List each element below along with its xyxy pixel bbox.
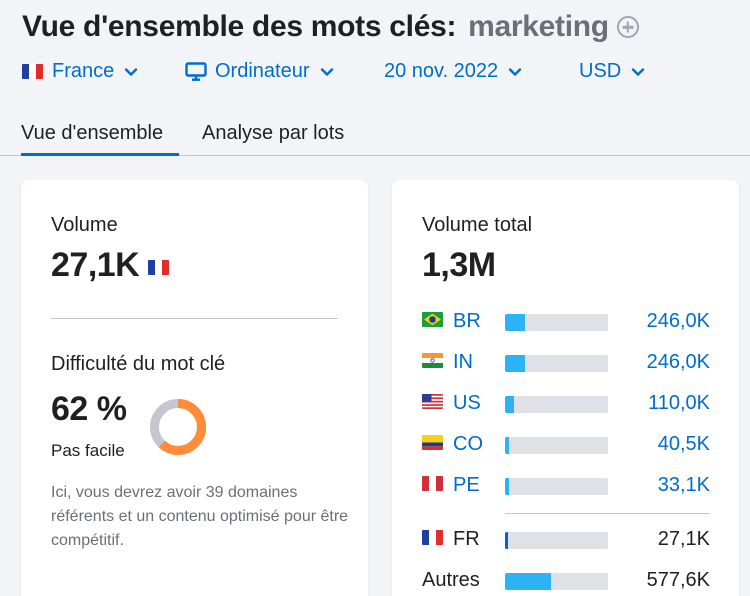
country-selector[interactable]: France bbox=[22, 60, 138, 83]
country-label: France bbox=[52, 60, 115, 82]
desktop-monitor-icon bbox=[185, 61, 207, 81]
date-label: 20 nov. 2022 bbox=[384, 60, 499, 82]
share-bar-track bbox=[505, 396, 608, 413]
others-label: Autres bbox=[422, 569, 480, 591]
country-row-pe[interactable]: PE 33,1K bbox=[422, 474, 712, 500]
chevron-down-icon bbox=[508, 67, 522, 76]
tab-bulk-analysis[interactable]: Analyse par lots bbox=[202, 122, 345, 144]
france-flag-icon bbox=[422, 530, 443, 545]
country-code: US bbox=[453, 392, 481, 414]
country-code: CO bbox=[453, 433, 483, 455]
share-bar-fill bbox=[505, 437, 510, 454]
colombia-flag-icon bbox=[422, 435, 443, 450]
share-bar-track bbox=[505, 355, 608, 372]
country-row-co[interactable]: CO 40,5K bbox=[422, 433, 712, 459]
keyword: marketing bbox=[468, 10, 609, 43]
share-bar-track bbox=[505, 437, 608, 454]
volume-label: Volume bbox=[51, 214, 118, 236]
total-volume-card: Volume total 1,3M BR 246,0K IN 246,0K US… bbox=[392, 180, 739, 596]
country-volume: 27,1K bbox=[657, 528, 710, 550]
country-volume: 246,0K bbox=[646, 310, 710, 332]
donut-fill bbox=[150, 399, 206, 455]
divider bbox=[51, 318, 338, 319]
divider bbox=[505, 513, 710, 514]
peru-flag-icon bbox=[422, 476, 443, 491]
country-row-us[interactable]: US 110,0K bbox=[422, 392, 712, 418]
country-volume: 246,0K bbox=[646, 351, 710, 373]
page-title: Vue d'ensemble des mots clés: bbox=[22, 10, 457, 43]
total-volume-value: 1,3M bbox=[422, 246, 496, 284]
france-flag-icon bbox=[22, 64, 43, 79]
country-volume: 40,5K bbox=[657, 433, 710, 455]
volume-card: Volume 27,1K Difficulté du mot clé 62 % … bbox=[21, 180, 368, 596]
share-bar-fill bbox=[505, 478, 510, 495]
france-flag-icon bbox=[148, 260, 169, 275]
share-bar-track bbox=[505, 573, 608, 590]
difficulty-label: Difficulté du mot clé bbox=[51, 353, 226, 375]
total-volume-label: Volume total bbox=[422, 214, 533, 236]
usa-flag-icon bbox=[422, 394, 443, 409]
share-bar-fill bbox=[505, 573, 552, 590]
difficulty-text: Pas facile bbox=[51, 441, 125, 460]
india-flag-icon bbox=[422, 353, 443, 368]
country-code: BR bbox=[453, 310, 481, 332]
volume-value: 27,1K bbox=[51, 246, 140, 284]
country-code: IN bbox=[453, 351, 473, 373]
share-bar-fill bbox=[505, 396, 515, 413]
add-circle-icon[interactable] bbox=[616, 16, 639, 38]
share-bar-track bbox=[505, 314, 608, 331]
brazil-flag-icon bbox=[422, 312, 443, 327]
tab-overview[interactable]: Vue d'ensemble bbox=[21, 122, 179, 156]
share-bar-track bbox=[505, 478, 608, 495]
difficulty-description: Ici, vous devrez avoir 39 domaines référ… bbox=[51, 484, 349, 549]
chevron-down-icon bbox=[632, 67, 645, 76]
share-bar-fill bbox=[505, 532, 509, 549]
country-code: FR bbox=[453, 528, 480, 550]
country-code: PE bbox=[453, 474, 480, 496]
difficulty-donut-chart bbox=[150, 399, 206, 455]
others-row: Autres 577,6K bbox=[422, 569, 712, 595]
share-bar-fill bbox=[505, 355, 525, 372]
difficulty-value: 62 % bbox=[51, 390, 127, 428]
date-selector[interactable]: 20 nov. 2022 bbox=[384, 60, 522, 83]
device-selector[interactable]: Ordinateur bbox=[185, 60, 334, 83]
currency-label: USD bbox=[579, 60, 622, 82]
country-volume: 110,0K bbox=[648, 392, 710, 414]
tab-bar: Vue d'ensemble Analyse par lots bbox=[0, 122, 750, 156]
chevron-down-icon bbox=[320, 67, 333, 76]
chevron-down-icon bbox=[125, 67, 138, 76]
country-row-br[interactable]: BR 246,0K bbox=[422, 310, 712, 336]
country-row-fr[interactable]: FR 27,1K bbox=[422, 528, 712, 554]
country-volume: 33,1K bbox=[657, 474, 710, 496]
others-volume: 577,6K bbox=[646, 569, 710, 591]
share-bar-track bbox=[505, 532, 608, 549]
device-label: Ordinateur bbox=[215, 60, 310, 82]
currency-selector[interactable]: USD bbox=[579, 60, 645, 83]
filter-bar: France Ordinateur 20 nov. 2022 USD bbox=[22, 60, 742, 88]
country-row-in[interactable]: IN 246,0K bbox=[422, 351, 712, 377]
share-bar-fill bbox=[505, 314, 525, 331]
page-header: Vue d'ensemble des mots clés: marketing bbox=[22, 10, 639, 44]
